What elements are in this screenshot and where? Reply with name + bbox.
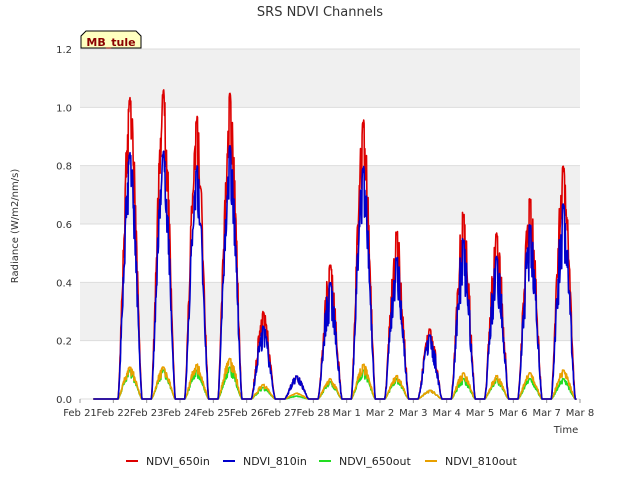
x-tick-label: Feb 28 bbox=[297, 408, 331, 419]
x-tick-label: Feb 24 bbox=[163, 408, 197, 419]
y-tick-label: 0.8 bbox=[56, 162, 72, 173]
x-tick-label: Feb 26 bbox=[230, 408, 264, 419]
background-band bbox=[80, 49, 580, 108]
chart-title: SRS NDVI Channels bbox=[257, 5, 383, 20]
x-axis-ticks: Feb 21 Feb 22 Feb 23 Feb 24 Feb 25 Feb 26 Feb … bbox=[63, 399, 594, 419]
legend-label-NDVI_650out: NDVI_650out bbox=[339, 455, 411, 468]
x-tick-label: Feb 27 bbox=[263, 408, 297, 419]
x-tick-label: Mar 2 bbox=[366, 408, 394, 419]
x-tick-label: Feb 25 bbox=[197, 408, 231, 419]
x-tick-label: Feb 21 bbox=[63, 408, 97, 419]
grid-lines bbox=[80, 48, 580, 400]
x-tick-label: Feb 23 bbox=[130, 408, 164, 419]
y-axis-ticks: 0.0 0.2 0.4 0.6 0.8 1.0 1.2 bbox=[56, 45, 72, 406]
y-tick-label: 1.2 bbox=[56, 45, 72, 56]
series-line-NDVI_810in bbox=[93, 145, 577, 400]
legend: NDVI_650in NDVI_810in NDVI_650out NDVI_810o… bbox=[126, 455, 517, 468]
site-badge-text: MB_tule bbox=[86, 36, 135, 49]
background-band bbox=[80, 107, 580, 166]
x-tick-label: Mar 6 bbox=[499, 408, 527, 419]
y-tick-label: 0.0 bbox=[56, 395, 72, 406]
y-tick-label: 1.0 bbox=[56, 103, 72, 114]
site-badge: MB_tule bbox=[80, 30, 142, 49]
site-badge-box bbox=[80, 30, 142, 49]
y-tick-label: 0.6 bbox=[56, 220, 72, 231]
legend-label-NDVI_810out: NDVI_810out bbox=[445, 455, 517, 468]
x-tick-label: Feb 22 bbox=[97, 408, 131, 419]
x-tick-label: Mar 8 bbox=[566, 408, 594, 419]
x-tick-label: Mar 1 bbox=[332, 408, 360, 419]
legend-label-NDVI_810in: NDVI_810in bbox=[243, 455, 307, 468]
x-tick-label: Mar 7 bbox=[532, 408, 560, 419]
x-tick-label: Mar 3 bbox=[399, 408, 427, 419]
background-band bbox=[80, 282, 580, 341]
y-tick-label: 0.2 bbox=[56, 337, 72, 348]
x-axis-label: Time bbox=[553, 425, 578, 436]
x-tick-label: Mar 5 bbox=[466, 408, 494, 419]
background-band bbox=[80, 165, 580, 224]
legend-label-NDVI_650in: NDVI_650in bbox=[146, 455, 210, 468]
y-tick-label: 0.4 bbox=[56, 278, 72, 289]
y-axis-label: Radiance (W/m2/nm/s) bbox=[10, 169, 21, 284]
x-tick-label: Mar 4 bbox=[432, 408, 460, 419]
series-lines bbox=[93, 89, 577, 400]
